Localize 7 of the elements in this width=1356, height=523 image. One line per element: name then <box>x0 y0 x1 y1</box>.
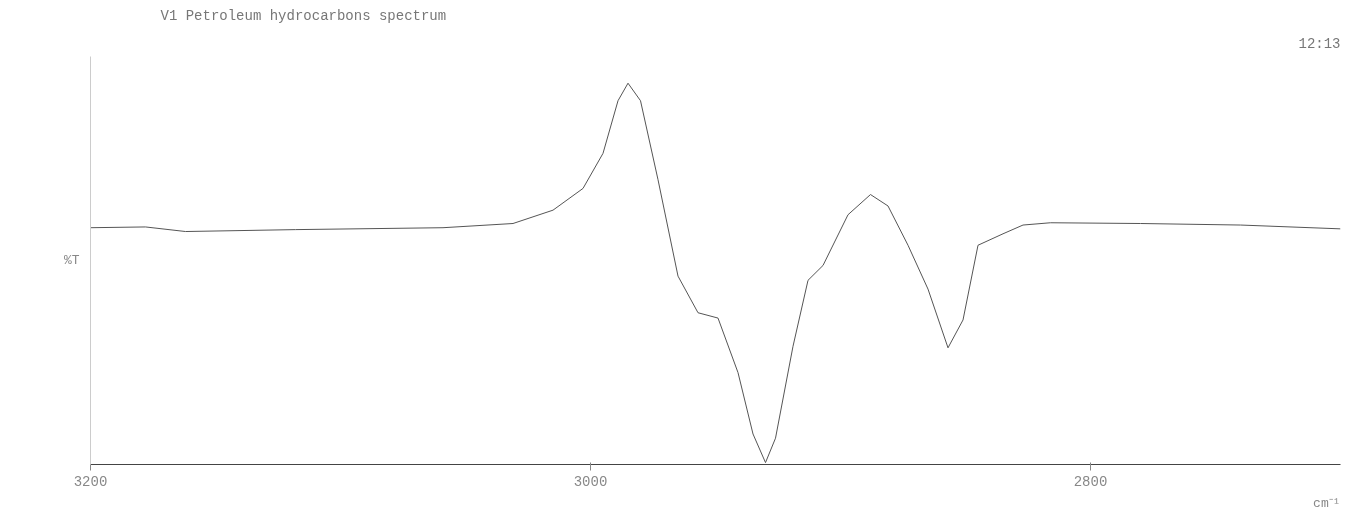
x-tick-label: 3000 <box>573 473 608 490</box>
x-tick-label: 2800 <box>1073 473 1108 490</box>
text: 12:13 <box>1298 35 1341 52</box>
chart-title: V1 Petroleum hydrocarbons spectrum <box>160 7 447 24</box>
x-tick-label: 3200 <box>73 473 108 490</box>
y-axis-title: %T <box>63 253 80 268</box>
x-axis-title: cm⁻¹ <box>1313 495 1341 511</box>
